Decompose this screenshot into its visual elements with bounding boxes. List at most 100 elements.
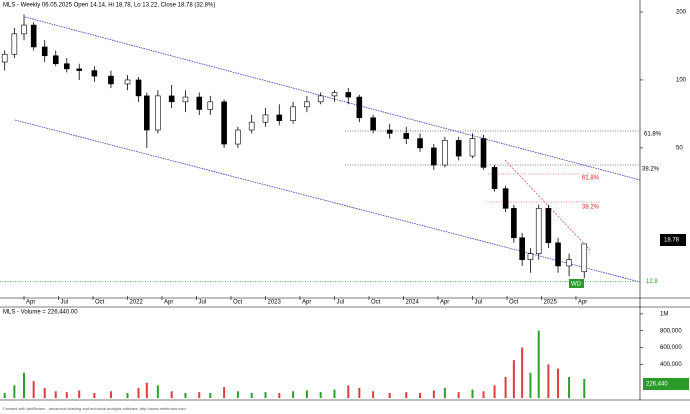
volume-bar: [278, 392, 281, 398]
volume-bar: [32, 381, 35, 398]
footer: Created with AmiBroker - advanced charti…: [3, 406, 186, 411]
annotation: 61.8%: [644, 132, 662, 138]
annotation: 38.2%: [582, 205, 600, 211]
volume-bar: [568, 376, 571, 398]
v-tick-label: 600,000: [660, 345, 682, 351]
candle-body: [144, 95, 150, 131]
volume-bar: [482, 391, 485, 398]
x-tick-label: 2024: [405, 300, 419, 306]
annotation: 38.2%: [642, 167, 660, 173]
candle-body: [135, 79, 142, 97]
x-tick-label: Jul: [198, 300, 206, 306]
candle-body: [581, 243, 588, 273]
x-tick-label: 2022: [130, 300, 144, 306]
y-tick-label: 50: [676, 145, 683, 151]
candle-body: [331, 92, 338, 97]
volume-bar: [457, 392, 460, 398]
candle-body: [41, 46, 48, 57]
candle-body: [290, 106, 296, 121]
volume-bar: [43, 387, 46, 398]
volume-bar: [405, 392, 408, 398]
v-tick-label: 1M: [660, 311, 668, 317]
volume-bar: [156, 385, 159, 398]
x-tick-label: Jul: [336, 300, 344, 306]
candle-body: [491, 167, 498, 189]
candle-body: [519, 237, 525, 260]
candle-body: [345, 92, 352, 98]
volume-bar: [333, 389, 336, 398]
volume-bar: [537, 330, 540, 398]
candle-body: [155, 95, 161, 131]
candle-body: [431, 147, 437, 166]
x-tick-label: Oct: [509, 300, 519, 306]
channel-line: [24, 16, 641, 181]
volume-bar: [23, 372, 26, 398]
candle-body: [304, 101, 310, 108]
candle-body: [317, 95, 324, 103]
x-tick-label: Oct: [233, 300, 243, 306]
candle-body: [1, 53, 8, 63]
x-tick-label: Jul: [61, 300, 69, 306]
volume-bar: [145, 382, 148, 398]
candle-body: [63, 63, 70, 70]
candle-body: [356, 96, 363, 119]
candle-body: [386, 129, 393, 134]
volume-title: MLS - Volume = 226,440.00: [3, 310, 78, 316]
candle-body: [221, 101, 227, 145]
candle-body: [502, 188, 509, 209]
volume-bar: [13, 385, 16, 398]
volume-bar: [547, 364, 550, 398]
candle-body: [545, 208, 552, 244]
x-tick-label: Apr: [440, 300, 449, 306]
candle-body: [124, 79, 131, 85]
volume-bar: [170, 391, 173, 398]
x-tick-label: Oct: [371, 300, 381, 306]
candle-body: [182, 96, 189, 103]
x-tick-label: Apr: [302, 300, 311, 306]
candle-body: [511, 208, 517, 239]
x-tick-label: 2025: [543, 300, 557, 306]
volume-bar: [432, 390, 435, 398]
x-tick-label: Oct: [95, 300, 105, 306]
candle-body: [370, 117, 376, 131]
volume-bar: [54, 391, 57, 398]
last-volume-box: [643, 378, 689, 390]
volume-bar: [493, 385, 496, 398]
volume-bar: [388, 392, 391, 398]
volume-bar: [93, 392, 96, 398]
annotation: 61.8%: [582, 176, 600, 182]
candle-body: [535, 208, 542, 254]
y-tick-label: 100: [676, 78, 687, 84]
y-tick-label: 200: [676, 10, 687, 16]
candle-body: [91, 70, 98, 77]
volume-bar: [372, 391, 375, 398]
support-label: 12.8: [646, 279, 658, 285]
v-tick-label: 800,000: [660, 328, 682, 334]
last-price-box: [660, 234, 686, 246]
candle-body: [235, 129, 241, 145]
candle-body: [168, 95, 175, 103]
candle-body: [455, 140, 462, 157]
candle-body: [11, 33, 18, 55]
candle-body: [442, 140, 448, 166]
volume-bar: [236, 391, 239, 398]
volume-bar: [512, 360, 515, 398]
x-tick-label: Jul: [474, 300, 482, 306]
candle-body: [469, 138, 476, 157]
candle-body: [248, 121, 255, 131]
x-tick-label: 2023: [267, 300, 281, 306]
volume-bar: [209, 392, 212, 398]
volume-bar: [305, 390, 308, 398]
volume-bar: [264, 392, 267, 398]
marker-box: [569, 279, 584, 288]
x-tick-label: Apr: [578, 300, 587, 306]
volume-bar: [504, 376, 507, 398]
candle-body: [76, 68, 83, 71]
volume-bar: [557, 368, 560, 398]
volume-bar: [3, 392, 6, 398]
volume-bar: [529, 372, 532, 398]
volume-bar: [471, 389, 474, 398]
volume-bar: [198, 392, 201, 398]
candle-body: [566, 259, 572, 267]
